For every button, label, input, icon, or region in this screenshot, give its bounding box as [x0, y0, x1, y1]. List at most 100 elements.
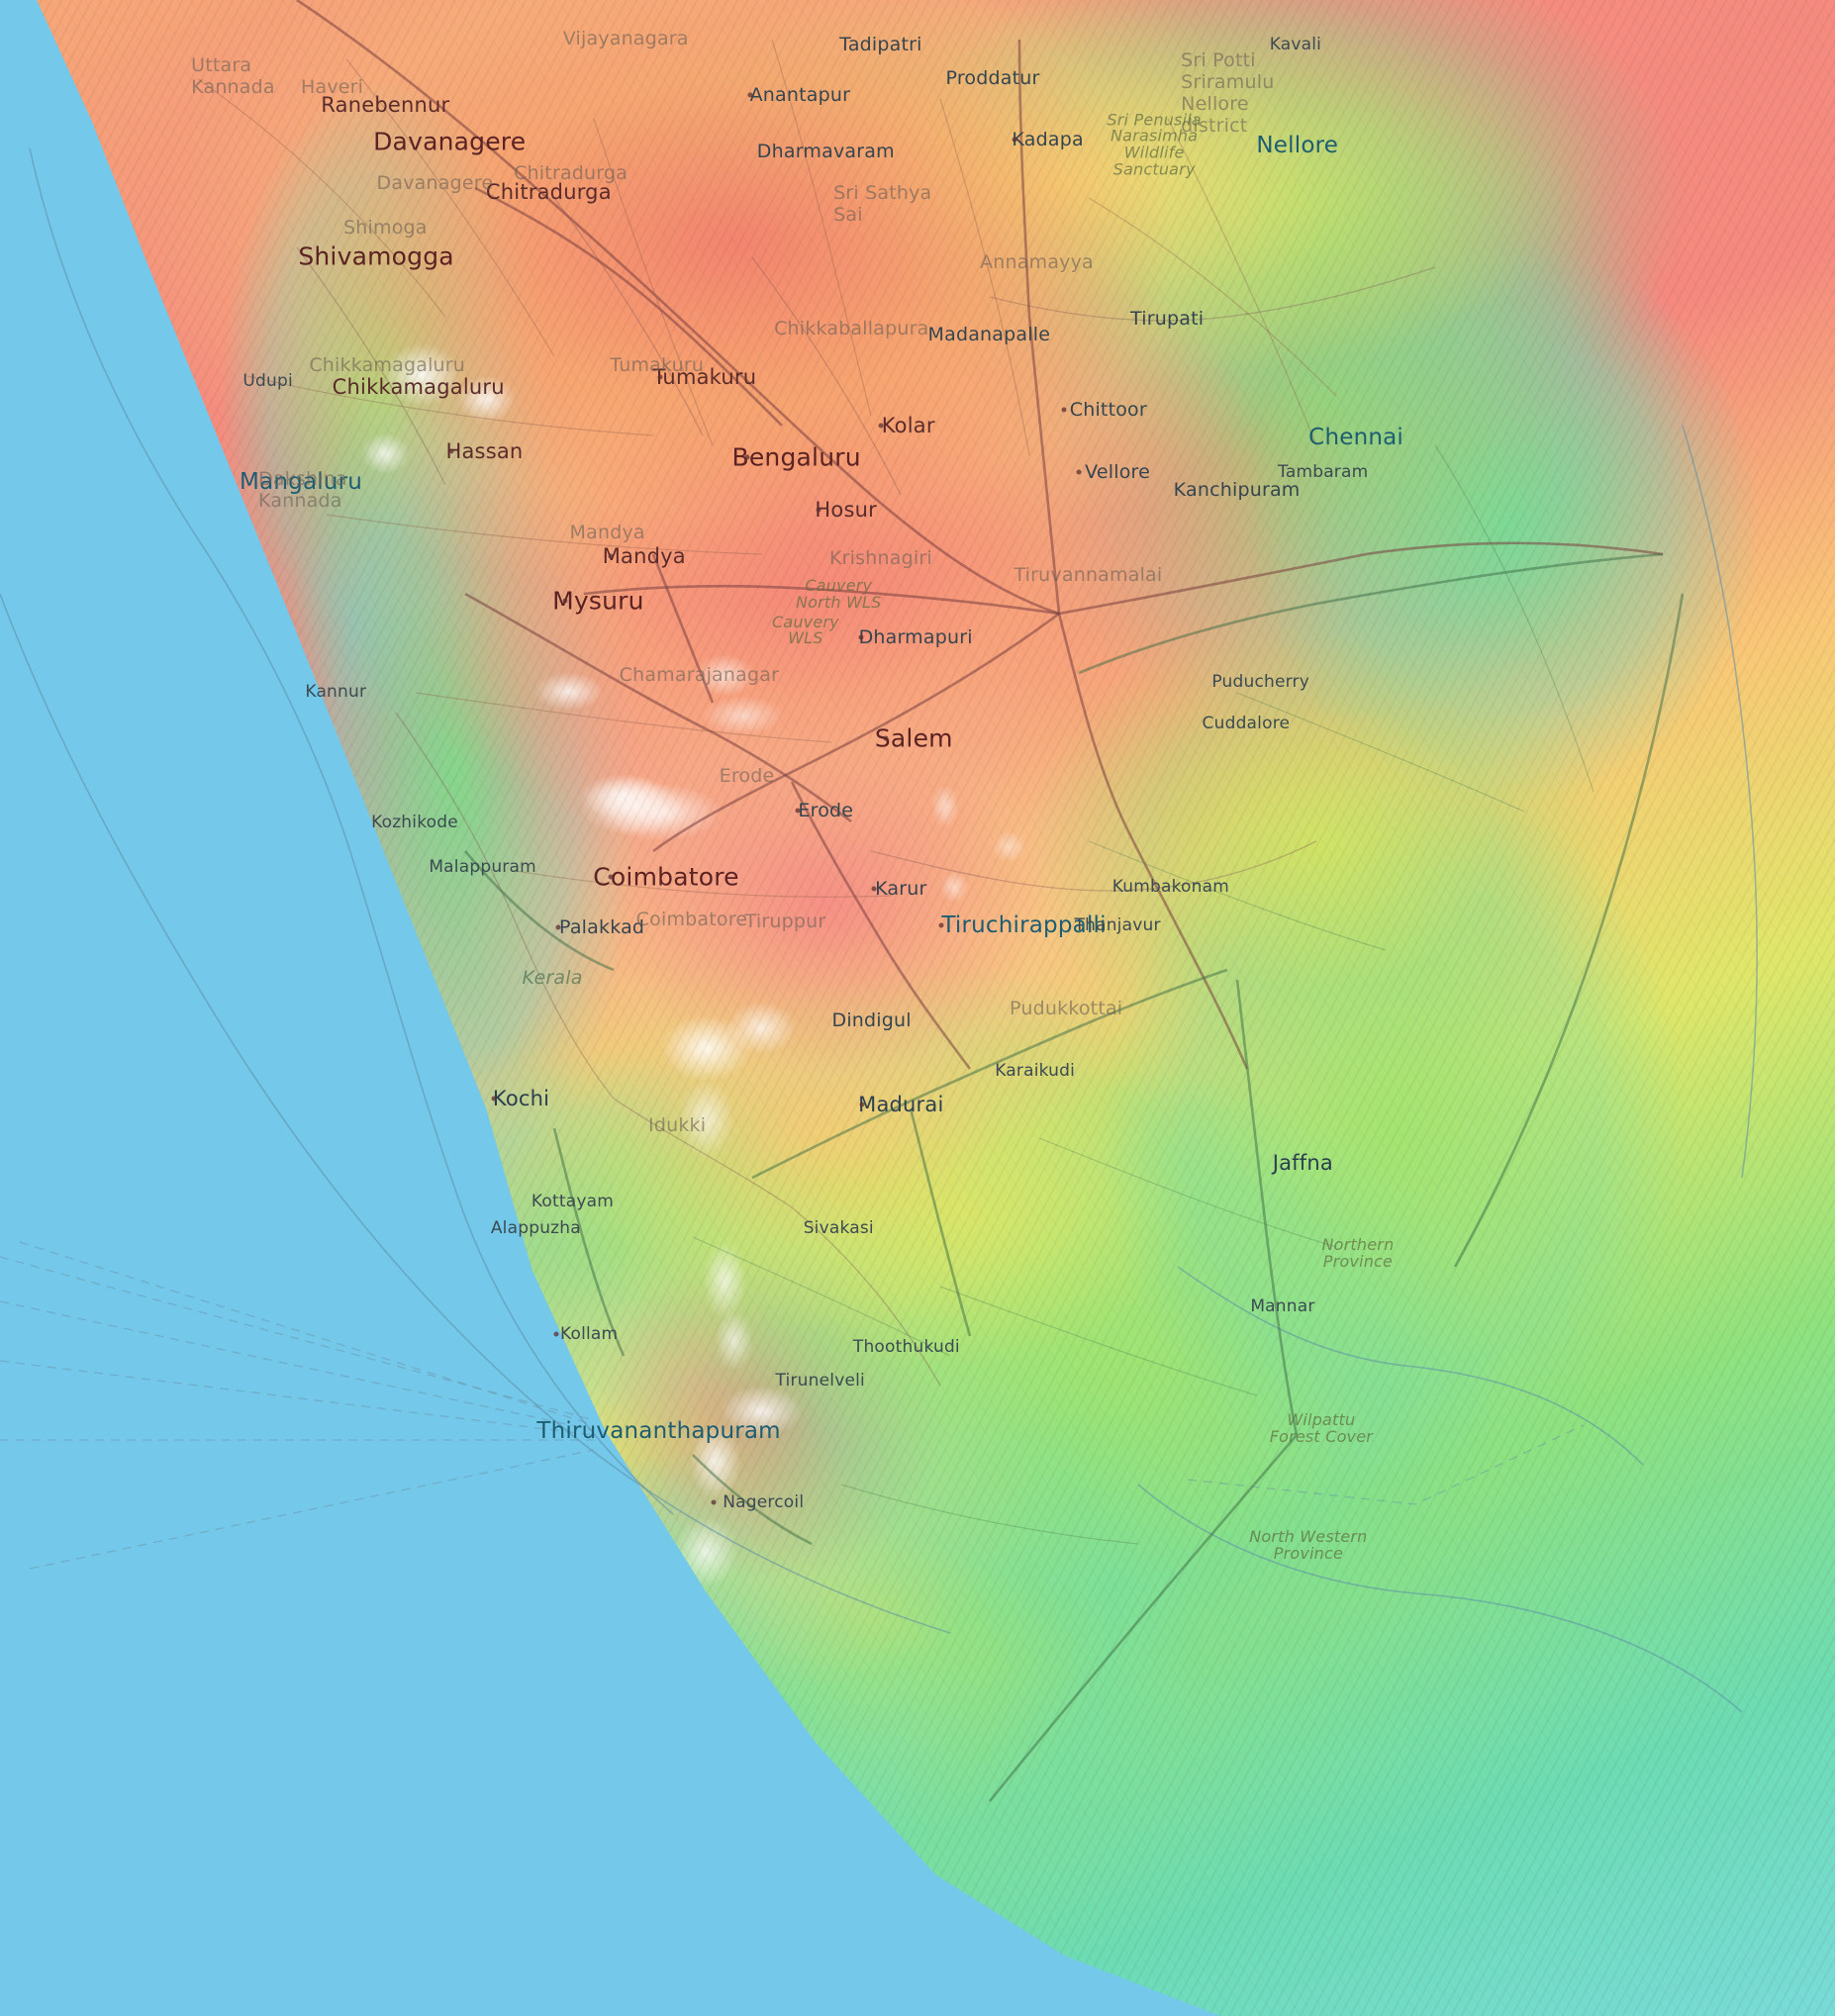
- map-marker-kolar[interactable]: [878, 423, 884, 429]
- map-marker-kollam[interactable]: [553, 1331, 559, 1337]
- palk-strait-contour: [1177, 1266, 1644, 1466]
- map-label-city-kannur[interactable]: Kannur: [305, 681, 367, 702]
- road-net-18: [1434, 444, 1594, 793]
- map-label-city-kanchipuram[interactable]: Kanchipuram: [1173, 478, 1301, 501]
- map-label-city-sivakasi[interactable]: Sivakasi: [803, 1217, 874, 1238]
- map-label-city-hosur[interactable]: Hosur: [815, 498, 877, 523]
- map-label-city-madurai[interactable]: Madurai: [858, 1093, 944, 1117]
- map-label-city-tirunelveli[interactable]: Tirunelveli: [775, 1371, 865, 1392]
- map-label-city-puducherry[interactable]: Puducherry: [1211, 671, 1309, 692]
- map-label-city-tambaram[interactable]: Tambaram: [1278, 461, 1369, 482]
- map-marker-salem[interactable]: [883, 735, 889, 741]
- map-marker-erode[interactable]: [795, 808, 801, 814]
- map-marker-vellore[interactable]: [1076, 469, 1082, 475]
- map-label-city-alappuzha[interactable]: Alappuzha: [490, 1217, 581, 1238]
- map-label-city-chamarajanagar[interactable]: Chamarajanagar: [619, 664, 780, 687]
- map-label-city-kolar[interactable]: Kolar: [881, 413, 935, 437]
- map-label-city-kochi[interactable]: Kochi: [492, 1087, 550, 1111]
- map-label-city-anantapur[interactable]: Anantapur: [749, 83, 851, 106]
- bathymetric-contour-west-2: [0, 593, 951, 1634]
- road-net-16: [840, 1484, 1139, 1545]
- map-label-protected-area-northern-province: Northern Province: [1321, 1235, 1395, 1271]
- map-label-city-thoothukudi[interactable]: Thoothukudi: [852, 1336, 960, 1357]
- map-label-city-chitradurga[interactable]: Chitradurga: [485, 179, 612, 204]
- map-label-city-davanagere[interactable]: Davanagere: [373, 127, 527, 156]
- map-label-state-kerala: Kerala: [522, 966, 583, 989]
- map-label-city-tiruvannamalai[interactable]: Tiruvannamalai: [1014, 563, 1163, 586]
- map-marker-anantapur[interactable]: [747, 92, 753, 98]
- map-marker-nagercoil[interactable]: [711, 1499, 717, 1505]
- map-label-city-kavali[interactable]: Kavali: [1269, 34, 1322, 54]
- map-marker-tumakuru[interactable]: [657, 374, 663, 380]
- map-label-city-thiruvananthapuram[interactable]: Thiruvananthapuram: [536, 1418, 781, 1445]
- map-label-city-chikkamagaluru[interactable]: Chikkamagaluru: [332, 375, 505, 400]
- shipping-lane-1: [19, 1241, 595, 1426]
- map-marker-kochi[interactable]: [491, 1096, 497, 1102]
- map-label-city-dharmapuri[interactable]: Dharmapuri: [858, 625, 973, 648]
- map-label-district-dakshina-kannada: Dakshina Kannada: [258, 467, 347, 512]
- map-label-city-erode[interactable]: Erode: [798, 799, 854, 821]
- map-marker-palakkad[interactable]: [555, 924, 561, 930]
- map-label-city-jaffna[interactable]: Jaffna: [1272, 1151, 1333, 1176]
- map-marker-dharmapuri[interactable]: [858, 634, 864, 640]
- map-label-district-sri-sathya-sai: Sri Sathya Sai: [833, 181, 932, 226]
- map-marker-hosur[interactable]: [816, 507, 821, 513]
- map-marker-tiruchirappalli[interactable]: [938, 922, 944, 928]
- map-label-protected-area-cauvery-wls: Cauvery WLS: [771, 612, 839, 648]
- road-net-12: [1236, 692, 1525, 813]
- map-label-city-kumbakonam[interactable]: Kumbakonam: [1111, 877, 1229, 898]
- map-label-city-nagercoil[interactable]: Nagercoil: [723, 1491, 805, 1512]
- map-label-city-vellore[interactable]: Vellore: [1085, 460, 1151, 483]
- map-label-city-madanapalle[interactable]: Madanapalle: [927, 324, 1051, 346]
- map-label-city-kollam[interactable]: Kollam: [559, 1324, 619, 1345]
- map-label-city-udupi[interactable]: Udupi: [242, 370, 293, 391]
- map-marker-mandya[interactable]: [608, 553, 614, 559]
- highway-trivandrum-nagercoil: [692, 1454, 813, 1546]
- map-marker-karur[interactable]: [871, 886, 876, 892]
- road-net-8: [415, 692, 832, 743]
- map-label-city-mannar[interactable]: Mannar: [1250, 1296, 1315, 1316]
- map-label-city-tumakuru[interactable]: Tumakuru: [652, 364, 757, 389]
- map-label-city-malappuram[interactable]: Malappuram: [429, 856, 536, 877]
- road-net-11: [1167, 118, 1317, 446]
- map-marker-mysuru[interactable]: [562, 598, 568, 604]
- map-label-city-karaikudi[interactable]: Karaikudi: [995, 1060, 1076, 1081]
- map-marker-madurai[interactable]: [859, 1102, 865, 1107]
- map-label-city-tadipatri[interactable]: Tadipatri: [839, 33, 922, 55]
- map-label-city-tirupati[interactable]: Tirupati: [1130, 307, 1205, 330]
- map-label-city-proddatur[interactable]: Proddatur: [945, 67, 1040, 90]
- map-marker-coimbatore[interactable]: [608, 874, 614, 880]
- map-label-city-tiruchirappalli[interactable]: Tiruchirappalli: [941, 912, 1107, 938]
- map-label-city-krishnagiri[interactable]: Krishnagiri: [829, 547, 932, 570]
- map-label-city-bengaluru[interactable]: Bengaluru: [731, 442, 861, 472]
- map-label-city-kottayam[interactable]: Kottayam: [531, 1192, 614, 1212]
- map-marker-chittoor[interactable]: [1061, 407, 1067, 412]
- map-label-city-coimbatore[interactable]: Coimbatore: [593, 862, 739, 892]
- shipping-lane-5: [29, 1449, 595, 1570]
- map-label-city-palakkad[interactable]: Palakkad: [559, 916, 645, 939]
- map-label-city-kozhikode[interactable]: Kozhikode: [371, 813, 458, 833]
- map-label-city-chittoor[interactable]: Chittoor: [1069, 398, 1147, 421]
- map-marker-hassan[interactable]: [448, 448, 454, 454]
- map-label-city-nellore[interactable]: Nellore: [1256, 132, 1339, 158]
- map-label-city-thanjavur[interactable]: Thanjavur: [1074, 914, 1161, 935]
- gulf-of-mannar-contour: [1137, 1484, 1743, 1713]
- map-label-city-haveri[interactable]: Haveri: [300, 75, 364, 98]
- map-label-city-ranebennur[interactable]: Ranebennur: [321, 92, 450, 117]
- map-marker-kadapa[interactable]: [1012, 137, 1017, 143]
- map-label-city-cuddalore[interactable]: Cuddalore: [1202, 714, 1291, 734]
- map-label-city-karur[interactable]: Karur: [875, 878, 927, 901]
- map-label-city-mangaluru[interactable]: Mangaluru: [240, 468, 363, 495]
- map-label-city-dharmavaram[interactable]: Dharmavaram: [756, 140, 895, 162]
- map-marker-bengaluru[interactable]: [744, 454, 750, 460]
- map-label-city-kadapa[interactable]: Kadapa: [1012, 128, 1084, 150]
- map-label-city-dindigul[interactable]: Dindigul: [831, 1008, 912, 1031]
- shipping-lane-2: [0, 1300, 595, 1431]
- highway-bengaluru-mysuru: [652, 612, 1060, 853]
- map-label-city-hassan[interactable]: Hassan: [445, 439, 524, 464]
- map-label-city-mandya[interactable]: Mandya: [602, 544, 686, 569]
- map-label-city-chennai[interactable]: Chennai: [1308, 425, 1404, 451]
- map-label-city-shivamogga[interactable]: Shivamogga: [298, 241, 454, 271]
